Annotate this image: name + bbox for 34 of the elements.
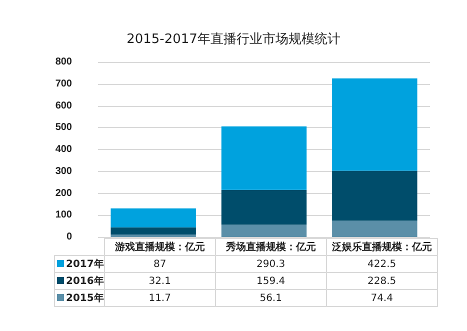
bar bbox=[332, 220, 418, 237]
y-tick-label: 200 bbox=[55, 188, 72, 199]
y-tick-label: 800 bbox=[55, 56, 72, 68]
legend-label: 2015年 bbox=[54, 290, 104, 306]
bar bbox=[110, 227, 196, 234]
bar bbox=[110, 234, 196, 237]
data-label: 290.3 bbox=[215, 256, 326, 272]
data-label: 159.4 bbox=[215, 272, 326, 290]
bar bbox=[221, 126, 307, 190]
chart-title: 2015-2017年直播行业市场规模统计 bbox=[126, 32, 340, 47]
bar bbox=[221, 190, 307, 225]
bar bbox=[332, 170, 418, 221]
y-tick-label: 500 bbox=[55, 122, 72, 134]
bar bbox=[110, 208, 196, 228]
data-label: 11.7 bbox=[104, 290, 216, 306]
x-tick-label: 泛娱乐直播规模：亿元 bbox=[326, 238, 438, 256]
y-tick-label: 600 bbox=[55, 100, 72, 112]
data-label: 74.4 bbox=[326, 290, 438, 306]
y-tick-label: 100 bbox=[55, 210, 72, 221]
y-tick-label: 700 bbox=[55, 78, 72, 90]
x-tick-label: 游戏直播规模：亿元 bbox=[104, 238, 216, 256]
legend-label: 2016年 bbox=[54, 272, 104, 290]
data-label: 56.1 bbox=[215, 290, 326, 306]
y-tick-label: 300 bbox=[55, 166, 72, 177]
bar bbox=[221, 224, 307, 237]
data-label: 87 bbox=[104, 256, 216, 272]
data-label: 228.5 bbox=[326, 272, 438, 290]
data-label: 422.5 bbox=[326, 256, 438, 272]
bar bbox=[332, 78, 418, 171]
y-tick-label: 0 bbox=[66, 232, 72, 242]
x-tick-label: 秀场直播规模：亿元 bbox=[215, 238, 326, 256]
data-label: 32.1 bbox=[104, 272, 216, 290]
legend-label: 2017年 bbox=[54, 256, 104, 272]
y-tick-label: 400 bbox=[55, 144, 72, 155]
